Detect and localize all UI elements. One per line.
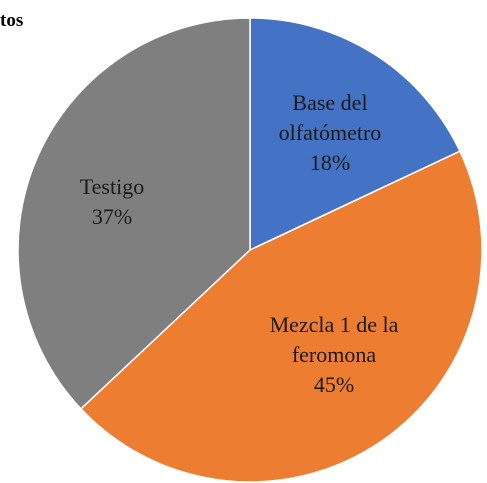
category-label: Base del olfatómetro xyxy=(278,90,382,145)
value-label: 37% xyxy=(91,204,133,229)
category-label: Testigo xyxy=(79,174,145,199)
slice-label: Testigo 37% xyxy=(52,172,172,232)
value-label: 18% xyxy=(309,150,351,175)
pie-slice xyxy=(17,17,251,410)
pie-slice xyxy=(79,150,483,483)
value-label: 45% xyxy=(313,372,355,397)
pie-slice xyxy=(249,17,461,252)
slice-label: Mezcla 1 de la feromona 45% xyxy=(234,310,434,400)
slice-label: Base del olfatómetro 18% xyxy=(260,88,400,178)
chart-title: tos xyxy=(0,10,24,31)
category-label: Mezcla 1 de la feromona xyxy=(269,312,399,367)
